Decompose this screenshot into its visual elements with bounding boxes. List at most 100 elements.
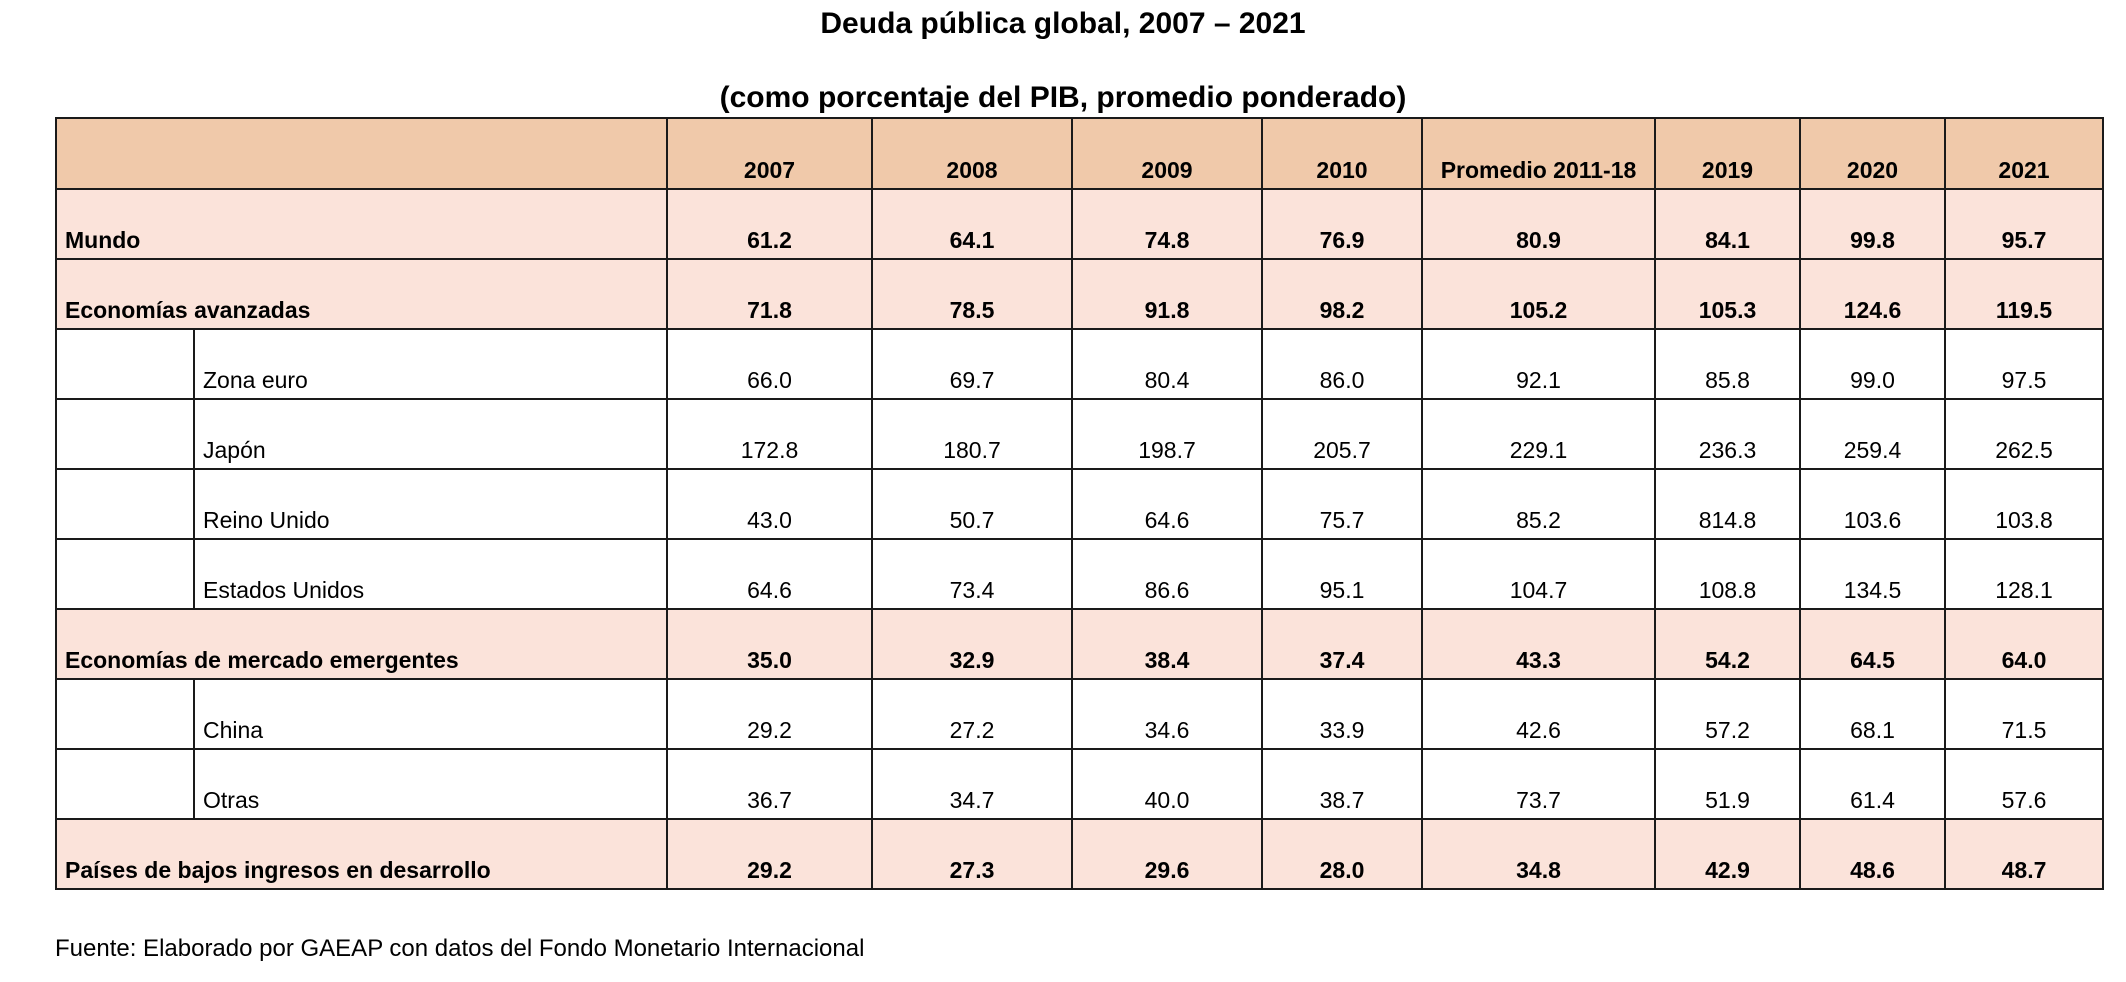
indent-cell <box>55 748 195 820</box>
table-cell: 80.9 <box>1421 188 1656 260</box>
table-row: Países de bajos ingresos en desarrollo 29… <box>55 818 2104 890</box>
column-header: 2007 <box>666 117 873 190</box>
table-cell: 105.2 <box>1421 258 1656 330</box>
table-cell: 64.6 <box>666 538 873 610</box>
indent-cell <box>55 538 195 610</box>
column-header: 2010 <box>1261 117 1423 190</box>
table-cell: 32.9 <box>871 608 1073 680</box>
indent-cell <box>55 468 195 540</box>
table-cell: 38.4 <box>1071 608 1263 680</box>
table-cell: 86.6 <box>1071 538 1263 610</box>
table-cell: 29.6 <box>1071 818 1263 890</box>
indent-cell <box>55 328 195 400</box>
table-row: Japón 172.8 180.7 198.7 205.7 229.1 236.3 259.4… <box>55 398 2104 470</box>
table-cell: 85.2 <box>1421 468 1656 540</box>
table-cell: 50.7 <box>871 468 1073 540</box>
table-cell: 48.6 <box>1799 818 1946 890</box>
table-cell: 103.8 <box>1944 468 2104 540</box>
page-title: Deuda pública global, 2007 – 2021 <box>820 7 1306 40</box>
table-cell: 105.3 <box>1654 258 1801 330</box>
table-cell: 68.1 <box>1799 678 1946 750</box>
table-cell: 27.3 <box>871 818 1073 890</box>
table-cell: 27.2 <box>871 678 1073 750</box>
table-cell: 29.2 <box>666 678 873 750</box>
table-row: Estados Unidos 64.6 73.4 86.6 95.1 104.7 108.8… <box>55 538 2104 610</box>
table-cell: 64.5 <box>1799 608 1946 680</box>
table-cell: 76.9 <box>1261 188 1423 260</box>
table-row: Economías avanzadas 71.8 78.5 91.8 98.2 105.2… <box>55 258 2104 330</box>
table-cell: 71.8 <box>666 258 873 330</box>
table-cell: 28.0 <box>1261 818 1423 890</box>
row-label: Mundo <box>55 188 668 260</box>
table-cell: 73.4 <box>871 538 1073 610</box>
table-cell: 78.5 <box>871 258 1073 330</box>
table-row: China 29.2 27.2 34.6 33.9 42.6 57.2 68.1 71.5 <box>55 678 2104 750</box>
table-cell: 51.9 <box>1654 748 1801 820</box>
table-cell: 172.8 <box>666 398 873 470</box>
table-cell: 108.8 <box>1654 538 1801 610</box>
table-cell: 43.3 <box>1421 608 1656 680</box>
table-cell: 64.1 <box>871 188 1073 260</box>
table-cell: 128.1 <box>1944 538 2104 610</box>
table-cell: 69.7 <box>871 328 1073 400</box>
header-corner-cell <box>55 117 668 190</box>
table-cell: 92.1 <box>1421 328 1656 400</box>
table-row: Reino Unido 43.0 50.7 64.6 75.7 85.2 814.8 103.… <box>55 468 2104 540</box>
table-cell: 61.2 <box>666 188 873 260</box>
debt-table: 2007 2008 2009 2010 Promedio 2011-18 2019 2020… <box>55 117 2104 890</box>
table-cell: 35.0 <box>666 608 873 680</box>
row-label: Reino Unido <box>193 468 668 540</box>
table-cell: 34.7 <box>871 748 1073 820</box>
table-cell: 43.0 <box>666 468 873 540</box>
table-cell: 95.7 <box>1944 188 2104 260</box>
table-cell: 71.5 <box>1944 678 2104 750</box>
column-header: 2008 <box>871 117 1073 190</box>
table-cell: 98.2 <box>1261 258 1423 330</box>
table-cell: 40.0 <box>1071 748 1263 820</box>
table-cell: 36.7 <box>666 748 873 820</box>
table-cell: 814.8 <box>1654 468 1801 540</box>
table-cell: 74.8 <box>1071 188 1263 260</box>
table-cell: 64.0 <box>1944 608 2104 680</box>
table-cell: 262.5 <box>1944 398 2104 470</box>
table-cell: 103.6 <box>1799 468 1946 540</box>
table-cell: 91.8 <box>1071 258 1263 330</box>
column-header: 2020 <box>1799 117 1946 190</box>
table-cell: 198.7 <box>1071 398 1263 470</box>
table-cell: 42.9 <box>1654 818 1801 890</box>
table-row: Economías de mercado emergentes 35.0 32.9 3… <box>55 608 2104 680</box>
table-row: Otras 36.7 34.7 40.0 38.7 73.7 51.9 61.4 57.6 <box>55 748 2104 820</box>
table-cell: 37.4 <box>1261 608 1423 680</box>
page-subtitle: (como porcentaje del PIB, promedio ponde… <box>719 81 1407 114</box>
table-cell: 64.6 <box>1071 468 1263 540</box>
table-cell: 124.6 <box>1799 258 1946 330</box>
row-label: China <box>193 678 668 750</box>
table-cell: 80.4 <box>1071 328 1263 400</box>
table-cell: 73.7 <box>1421 748 1656 820</box>
table-cell: 85.8 <box>1654 328 1801 400</box>
source-note: Fuente: Elaborado por GAEAP con datos de… <box>55 935 865 962</box>
table-cell: 97.5 <box>1944 328 2104 400</box>
table-row: Zona euro 66.0 69.7 80.4 86.0 92.1 85.8 99.0 97.… <box>55 328 2104 400</box>
row-label: Países de bajos ingresos en desarrollo <box>55 818 668 890</box>
table-cell: 104.7 <box>1421 538 1656 610</box>
table-cell: 57.6 <box>1944 748 2104 820</box>
column-header: 2019 <box>1654 117 1801 190</box>
table-cell: 99.8 <box>1799 188 1946 260</box>
table-cell: 75.7 <box>1261 468 1423 540</box>
row-label: Otras <box>193 748 668 820</box>
table-cell: 48.7 <box>1944 818 2104 890</box>
table-row: Mundo 61.2 64.1 74.8 76.9 80.9 84.1 99.8 95.7 <box>55 188 2104 260</box>
table-cell: 99.0 <box>1799 328 1946 400</box>
table-cell: 34.8 <box>1421 818 1656 890</box>
column-header: 2009 <box>1071 117 1263 190</box>
row-label: Economías avanzadas <box>55 258 668 330</box>
table-cell: 134.5 <box>1799 538 1946 610</box>
table-cell: 259.4 <box>1799 398 1946 470</box>
row-label: Zona euro <box>193 328 668 400</box>
table-cell: 57.2 <box>1654 678 1801 750</box>
table-cell: 54.2 <box>1654 608 1801 680</box>
table-cell: 236.3 <box>1654 398 1801 470</box>
table-cell: 84.1 <box>1654 188 1801 260</box>
table-header-row: 2007 2008 2009 2010 Promedio 2011-18 2019 2020… <box>55 117 2104 190</box>
